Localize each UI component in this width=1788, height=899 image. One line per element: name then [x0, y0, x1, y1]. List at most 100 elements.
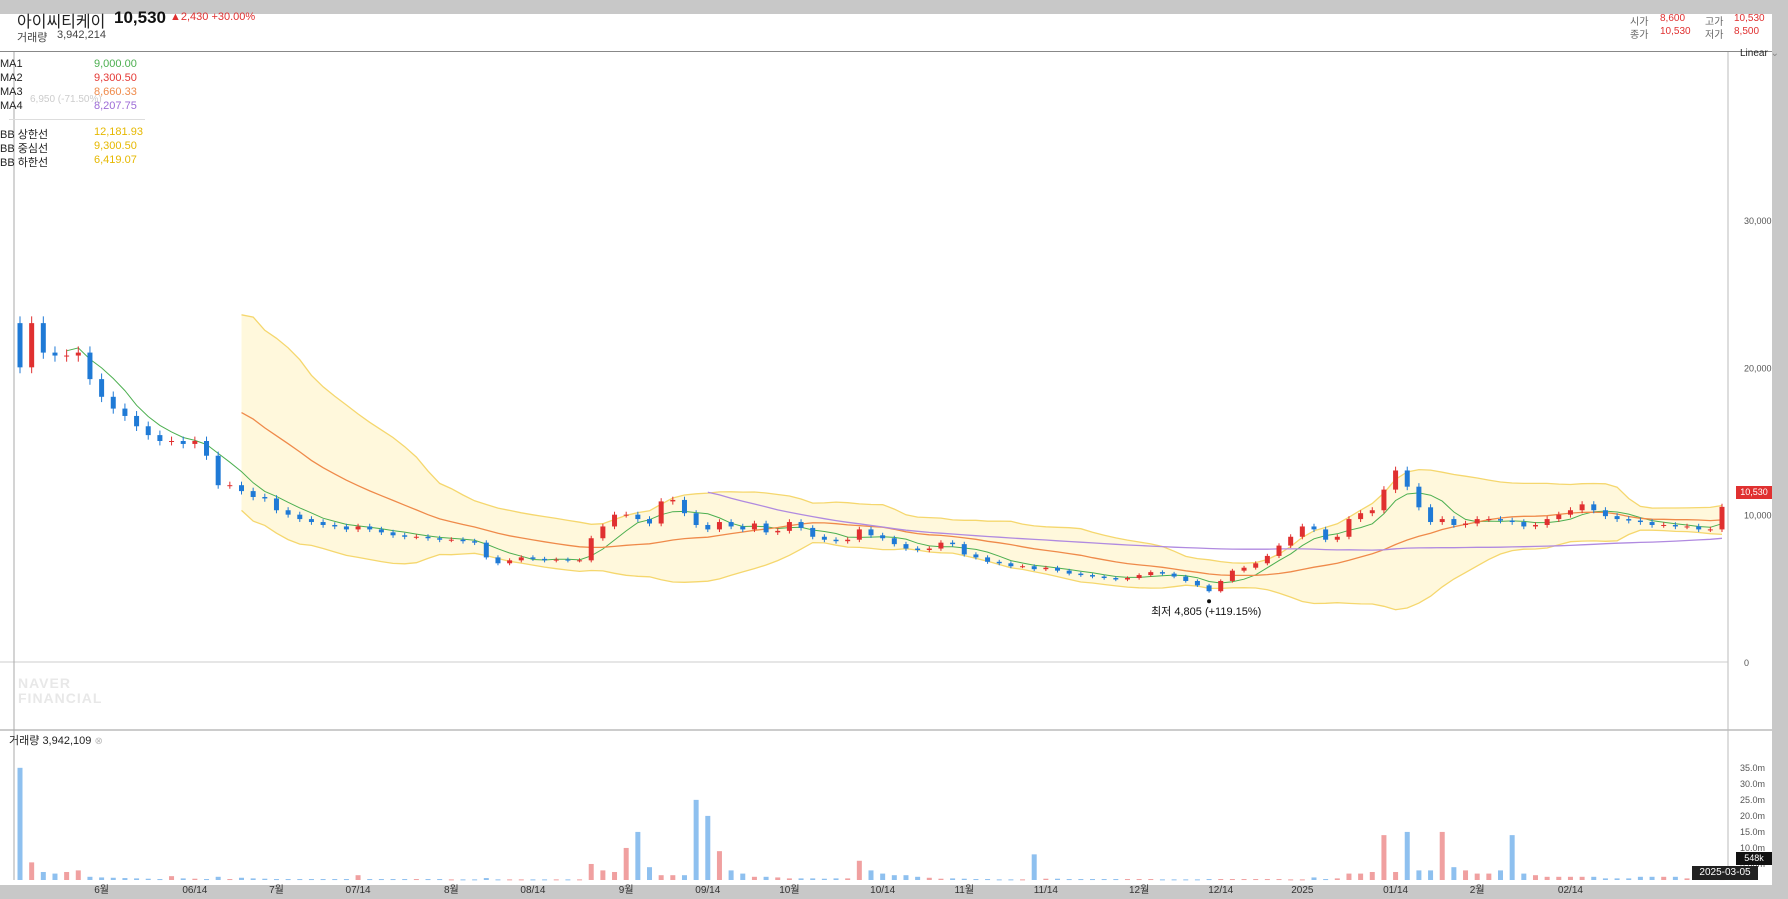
x-tick-label: 07/14 — [346, 885, 371, 896]
volume-bar — [1101, 879, 1107, 881]
volume-bar — [1276, 879, 1282, 881]
low-annotation: 최저 4,805 (+119.15%) — [1151, 605, 1261, 618]
close-icon[interactable]: ⊗ — [94, 736, 103, 747]
x-tick-label: 08/14 — [520, 885, 545, 896]
bollinger-band-fill — [241, 314, 1722, 610]
volume-bar — [1346, 873, 1352, 880]
volume-bar — [1428, 870, 1434, 880]
volume-bar — [1055, 878, 1061, 880]
candle-body — [134, 415, 140, 427]
volume-bar — [810, 878, 816, 880]
candle-body — [378, 529, 384, 533]
x-tick-label: 2월 — [1470, 884, 1485, 896]
candle-body — [530, 557, 536, 559]
volume-bar — [1498, 870, 1504, 880]
volume-bar — [17, 767, 23, 880]
volume-bar — [1486, 873, 1492, 880]
candle-body — [693, 513, 699, 525]
candle-body — [390, 532, 396, 536]
candle-body — [472, 541, 478, 543]
legend-label: BB 하한선 — [0, 157, 49, 169]
high-label: 고가 — [1705, 17, 1724, 28]
candle-body — [1614, 516, 1620, 520]
candle-body — [973, 554, 979, 558]
volume-bar — [950, 878, 956, 880]
candle-body — [1428, 507, 1434, 523]
volume-bar — [75, 870, 81, 880]
candle-body — [122, 408, 128, 416]
scale-toggle-button[interactable]: Linear ⌄ — [1740, 48, 1779, 59]
candle-body — [507, 560, 513, 564]
volume-bar — [588, 863, 594, 880]
volume-bar — [1474, 873, 1480, 880]
x-tick-label: 11/14 — [1034, 885, 1059, 896]
volume-bar — [938, 878, 944, 880]
x-tick-label: 7월 — [269, 884, 284, 896]
stock-change: ▲2,430 +30.00% — [170, 11, 256, 23]
candle-body — [588, 538, 594, 561]
candle-body — [716, 522, 722, 530]
volume-bar — [1311, 877, 1317, 880]
volume-bar — [448, 879, 454, 881]
volume-bar — [693, 799, 699, 880]
volume-bar — [926, 877, 932, 880]
candle-body — [1684, 526, 1690, 528]
candle-body — [448, 539, 454, 541]
x-tick-label: 12/14 — [1208, 885, 1233, 896]
candle-body — [775, 530, 781, 533]
candle-body — [670, 499, 676, 502]
candle-body — [1066, 570, 1072, 574]
legend-row-bb1: BB 상한선 12,181.93 — [0, 126, 143, 141]
candle-body — [518, 557, 524, 561]
candle-body — [1113, 578, 1119, 580]
volume-bar — [1159, 879, 1165, 881]
candle-body — [1486, 519, 1492, 521]
candle-body — [1206, 585, 1212, 592]
volume-bar — [425, 879, 431, 881]
candle-body — [320, 522, 326, 525]
volume-bar — [1148, 879, 1154, 881]
volume-bar — [1369, 871, 1375, 880]
candle-body — [110, 396, 116, 409]
candle-body — [1253, 563, 1259, 568]
volume-bar — [658, 875, 664, 880]
x-tick-label: 9월 — [619, 884, 634, 896]
volume-bar — [1532, 875, 1538, 880]
volume-pane-label: 거래량 3,942,109 ⊗ — [9, 735, 103, 747]
candle-body — [1299, 526, 1305, 537]
candle-body — [425, 536, 431, 539]
candle-body — [29, 323, 35, 368]
candle-body — [285, 510, 291, 515]
candle-body — [1346, 519, 1352, 537]
candle-body — [402, 535, 408, 537]
candle-body — [1416, 486, 1422, 508]
volume-bar — [1567, 876, 1573, 880]
volume-bar — [1358, 873, 1364, 880]
volume-bar — [483, 878, 489, 880]
candle-body — [612, 514, 618, 527]
candle-body — [903, 544, 909, 549]
x-tick-label: 6월 — [94, 884, 109, 896]
candle-body — [1544, 519, 1550, 525]
volume-bar — [308, 879, 314, 881]
volume-bar — [542, 879, 548, 881]
volume-bar — [1031, 854, 1037, 880]
volume-bar — [1614, 878, 1620, 880]
volume-bar — [880, 873, 886, 880]
volume-bar — [1393, 871, 1399, 880]
candle-body — [1556, 514, 1562, 520]
legend-label: MA3 — [0, 86, 23, 98]
volume-bar — [1241, 879, 1247, 881]
volume-bar — [1579, 876, 1585, 880]
candle-body — [1474, 519, 1480, 524]
volume-bar — [507, 879, 513, 881]
volume-bar — [623, 847, 629, 880]
volume-bar — [1661, 876, 1667, 880]
volume-tick-label: 15.0m — [1740, 827, 1765, 837]
volume-bar — [763, 876, 769, 880]
volume-bar — [1113, 879, 1119, 881]
x-tick-label: 8월 — [444, 884, 459, 896]
legend-row-ma3: MA3 8,660.33 — [0, 86, 140, 100]
volume-bar — [553, 879, 559, 881]
